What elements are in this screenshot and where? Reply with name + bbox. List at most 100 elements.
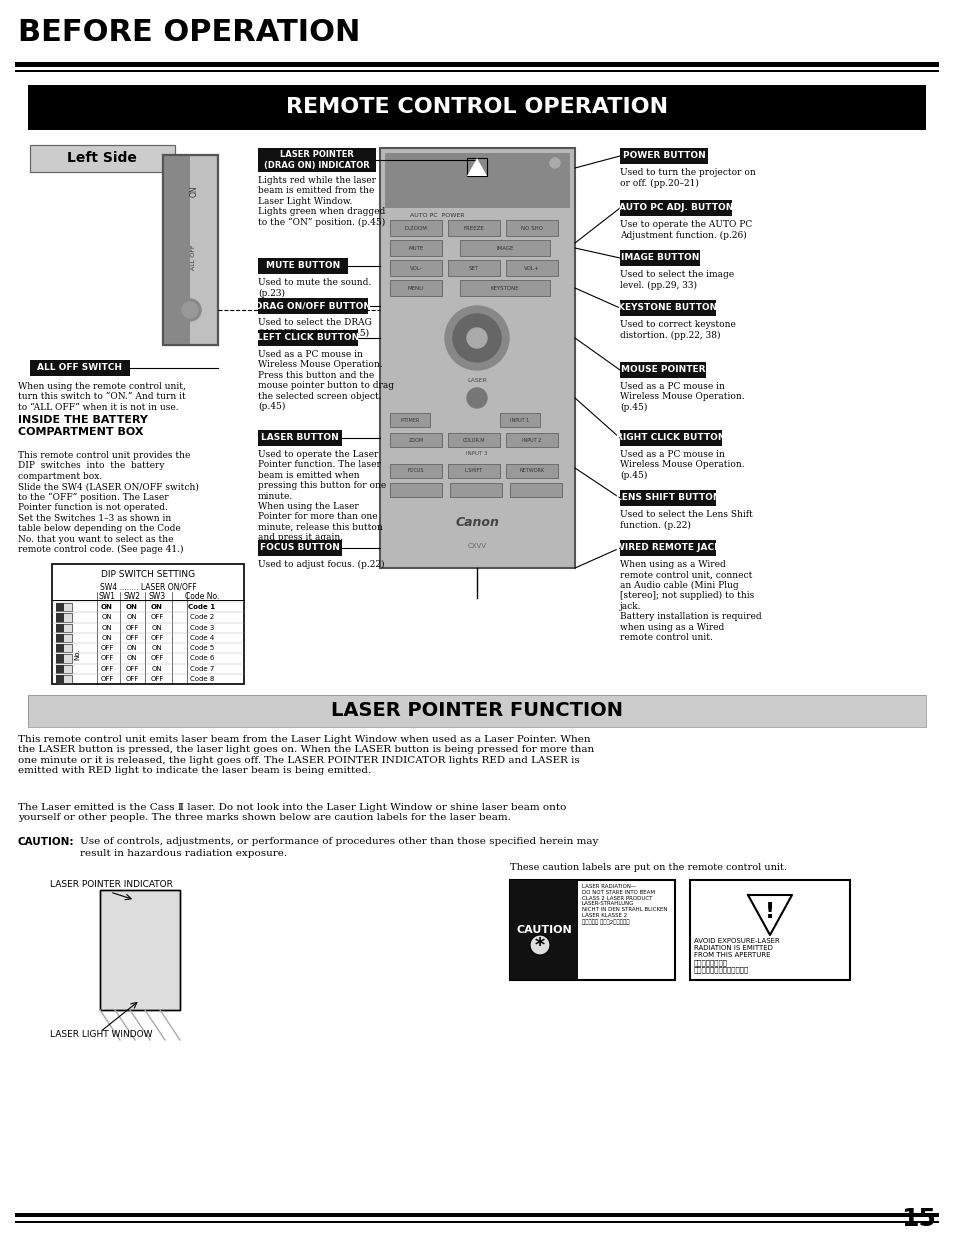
Bar xyxy=(257,330,357,346)
Bar xyxy=(505,220,558,236)
Text: VOL-: VOL- xyxy=(409,266,422,270)
Bar xyxy=(467,158,486,177)
Text: Code 2: Code 2 xyxy=(190,614,213,620)
Bar xyxy=(689,881,849,981)
Bar xyxy=(448,220,499,236)
Text: Used as a PC mouse in
Wireless Mouse Operation.
Press this button and the
mouse : Used as a PC mouse in Wireless Mouse Ope… xyxy=(257,350,394,411)
Text: ON: ON xyxy=(102,625,112,631)
Text: ON: ON xyxy=(127,645,137,651)
Bar xyxy=(390,433,441,447)
Polygon shape xyxy=(467,158,486,177)
Bar xyxy=(56,603,71,611)
Text: 15: 15 xyxy=(901,1207,935,1231)
Text: ALL OFF: ALL OFF xyxy=(192,245,196,270)
Text: Used to operate the Laser
Pointer function. The laser
beam is emitted when
press: Used to operate the Laser Pointer functi… xyxy=(257,450,386,542)
Text: OFF: OFF xyxy=(100,676,113,682)
Bar xyxy=(257,430,341,446)
Bar xyxy=(390,483,441,496)
Bar xyxy=(459,280,550,296)
Text: OFF: OFF xyxy=(151,614,164,620)
Text: ON: ON xyxy=(152,645,162,651)
Bar xyxy=(448,464,499,478)
Text: OFF: OFF xyxy=(125,676,138,682)
Text: Used to select the Lens Shift
function. (p.22): Used to select the Lens Shift function. … xyxy=(619,510,752,530)
Bar xyxy=(619,300,716,316)
Text: Used as a PC mouse in
Wireless Mouse Operation.
(p.45): Used as a PC mouse in Wireless Mouse Ope… xyxy=(619,450,744,480)
Text: ON: ON xyxy=(151,604,163,610)
Bar xyxy=(15,62,938,67)
Text: ON: ON xyxy=(152,666,162,672)
Text: SW1: SW1 xyxy=(98,592,115,601)
Bar xyxy=(56,664,64,673)
Text: ALL OFF SWITCH: ALL OFF SWITCH xyxy=(37,363,122,373)
Text: These caution labels are put on the remote control unit.: These caution labels are put on the remo… xyxy=(510,863,786,872)
Bar xyxy=(257,540,341,556)
Text: FOCUS BUTTON: FOCUS BUTTON xyxy=(260,543,339,552)
Bar xyxy=(28,695,925,727)
Text: OFF: OFF xyxy=(100,656,113,662)
Bar xyxy=(163,156,218,345)
Text: Code 6: Code 6 xyxy=(190,656,214,662)
Text: Used to mute the sound.
(p.23): Used to mute the sound. (p.23) xyxy=(257,278,371,298)
Text: ON: ON xyxy=(102,635,112,641)
Bar xyxy=(619,249,700,266)
Text: Use of controls, adjustments, or performance of procedures other than those spec: Use of controls, adjustments, or perform… xyxy=(80,837,598,846)
Bar xyxy=(379,148,575,568)
Bar xyxy=(30,144,174,172)
Bar xyxy=(56,624,64,632)
Bar xyxy=(619,200,731,216)
Bar xyxy=(619,148,707,164)
Text: MOUSE POINTER: MOUSE POINTER xyxy=(620,366,704,374)
Text: Used to adjust focus. (p.22): Used to adjust focus. (p.22) xyxy=(257,559,384,569)
Bar xyxy=(499,412,539,427)
Text: LASER BUTTON: LASER BUTTON xyxy=(261,433,338,442)
Text: ON: ON xyxy=(127,614,137,620)
Bar xyxy=(56,634,71,642)
Bar xyxy=(56,643,64,652)
Text: This remote control unit emits laser beam from the Laser Light Window when used : This remote control unit emits laser bea… xyxy=(18,735,594,776)
Text: Used to select the image
level. (pp.29, 33): Used to select the image level. (pp.29, … xyxy=(619,270,734,289)
Text: Code 5: Code 5 xyxy=(190,645,213,651)
Bar xyxy=(390,220,441,236)
Bar xyxy=(390,412,430,427)
Bar xyxy=(56,674,71,683)
Text: ON: ON xyxy=(152,625,162,631)
Text: result in hazardous radiation exposure.: result in hazardous radiation exposure. xyxy=(80,848,287,858)
Text: When using as a Wired
remote control unit, connect
an Audio cable (Mini Plug
[st: When using as a Wired remote control uni… xyxy=(619,559,760,642)
Text: OFF: OFF xyxy=(100,666,113,672)
Circle shape xyxy=(179,299,201,321)
Text: BEFORE OPERATION: BEFORE OPERATION xyxy=(18,19,360,47)
Text: No.: No. xyxy=(74,648,80,659)
Text: KEYSTONE BUTTON: KEYSTONE BUTTON xyxy=(618,304,717,312)
Bar xyxy=(56,655,71,662)
Text: ON: ON xyxy=(102,614,112,620)
Bar xyxy=(379,148,575,568)
Circle shape xyxy=(550,158,559,168)
Circle shape xyxy=(182,303,198,317)
Bar xyxy=(390,464,441,478)
Text: When using the remote control unit,
turn this switch to “ON.” And turn it
to “AL: When using the remote control unit, turn… xyxy=(18,382,186,411)
Text: REMOTE CONTROL OPERATION: REMOTE CONTROL OPERATION xyxy=(286,98,667,117)
Text: AVOID EXPOSURE-LASER
RADIATION IS EMITTED
FROM THIS APERTURE
レーザー光の出口
ビームをのぞき込まな: AVOID EXPOSURE-LASER RADIATION IS EMITTE… xyxy=(693,939,779,973)
Text: MENU: MENU xyxy=(408,285,424,290)
Text: Code 7: Code 7 xyxy=(190,666,214,672)
Text: OFF: OFF xyxy=(151,676,164,682)
Circle shape xyxy=(467,388,486,408)
Text: MUTE BUTTON: MUTE BUTTON xyxy=(266,262,340,270)
Bar xyxy=(56,643,71,652)
Text: D.ZOOM: D.ZOOM xyxy=(404,226,427,231)
Text: Used to select the DRAG
ON/OFF position. (p.45): Used to select the DRAG ON/OFF position.… xyxy=(257,317,372,337)
Text: Left Side: Left Side xyxy=(67,151,137,165)
Bar xyxy=(56,614,64,621)
Bar xyxy=(56,664,71,673)
Text: MUTE: MUTE xyxy=(408,246,423,251)
Text: SW4 ........ LASER ON/OFF: SW4 ........ LASER ON/OFF xyxy=(99,582,196,592)
Text: CAUTION: CAUTION xyxy=(516,925,571,935)
Bar xyxy=(56,655,64,662)
Text: OFF: OFF xyxy=(151,635,164,641)
Text: ON: ON xyxy=(127,656,137,662)
Text: L.SHIFT: L.SHIFT xyxy=(464,468,482,473)
Bar xyxy=(619,540,716,556)
Text: Code 1: Code 1 xyxy=(189,604,215,610)
Bar xyxy=(257,298,368,314)
